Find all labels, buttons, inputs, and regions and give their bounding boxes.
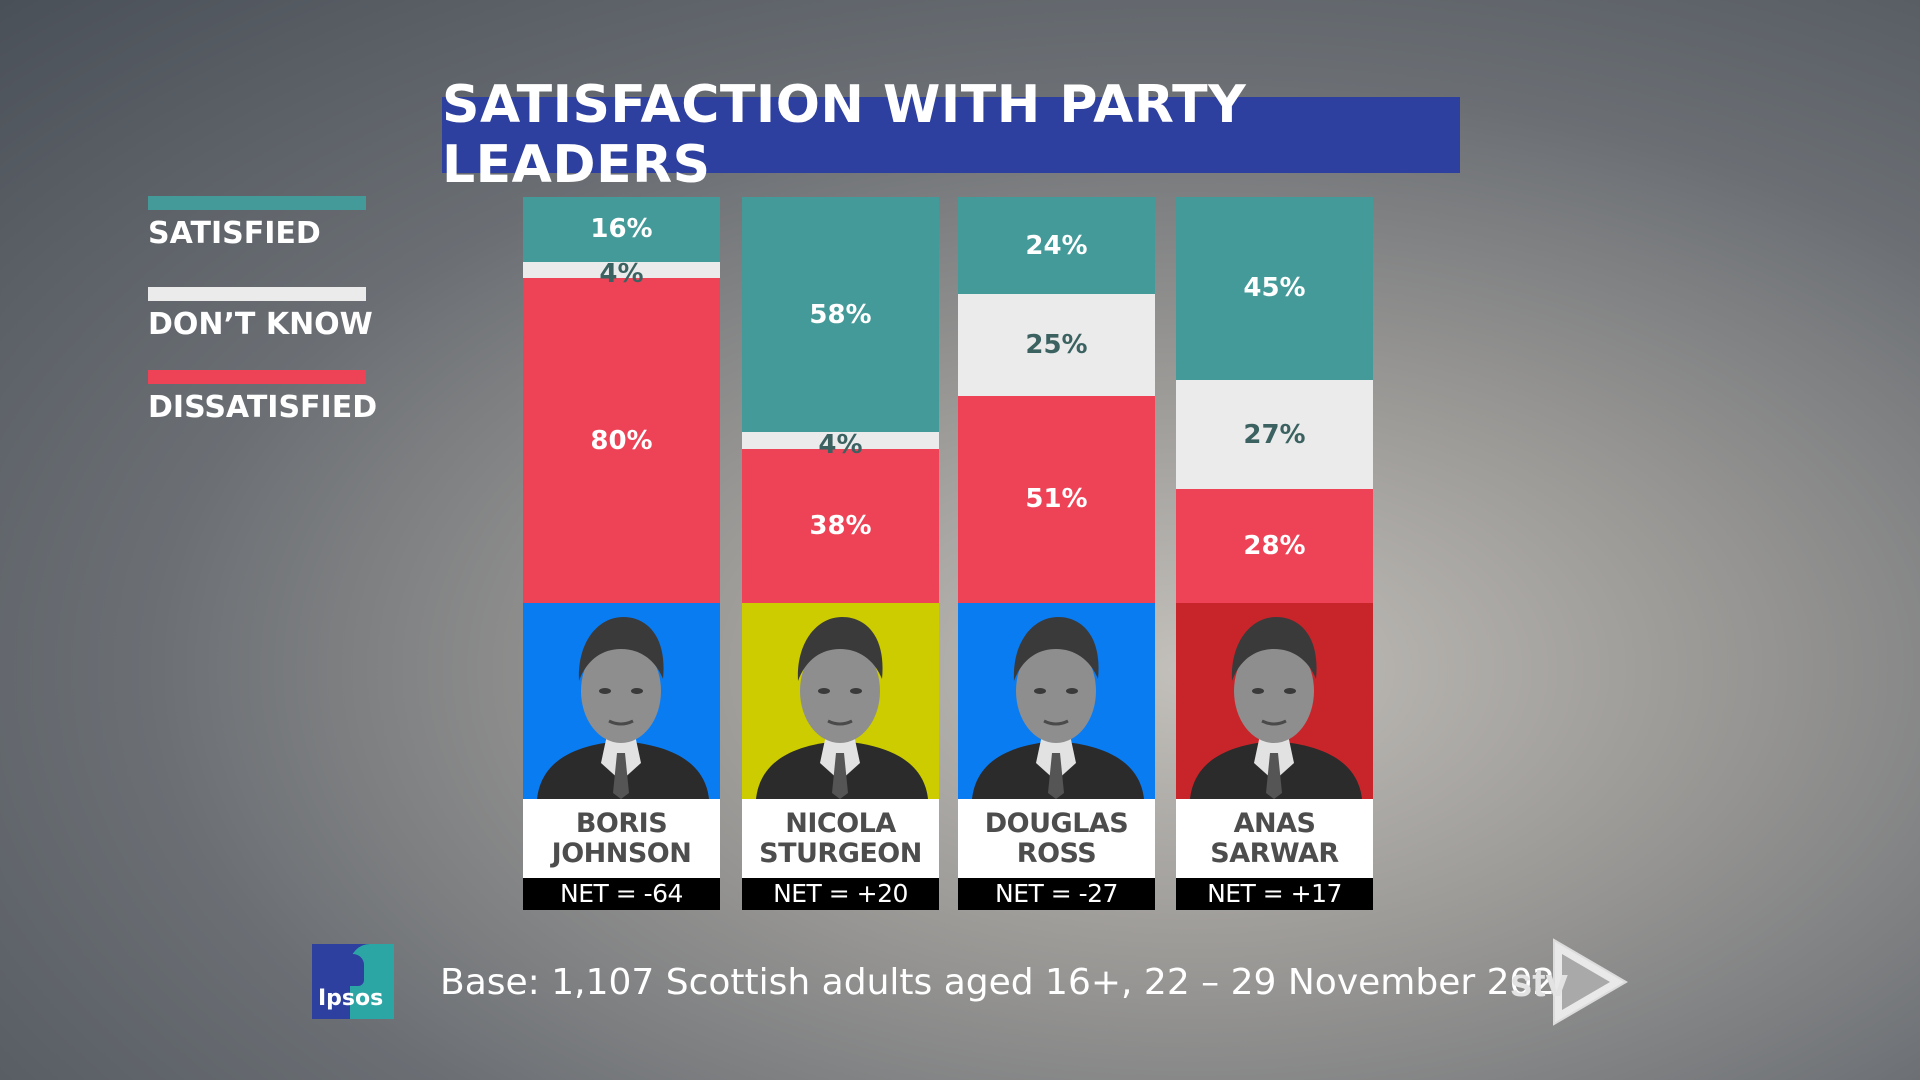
bar-segment-dont-know (958, 294, 1155, 396)
bar-segment-dissatisfied (1176, 489, 1373, 603)
leader-first-name: NICOLA (785, 807, 896, 839)
leader-name-box: NICOLA STURGEON (742, 799, 939, 878)
stv-logo: STV (1510, 938, 1628, 1026)
bar-segment-dissatisfied (958, 395, 1155, 603)
bar-segment-dissatisfied (523, 278, 720, 603)
data-label: 51% (1025, 484, 1088, 515)
portrait-silhouette (1190, 617, 1362, 799)
legend-swatch-dissatisfied (148, 370, 366, 384)
portrait-silhouette (756, 617, 928, 799)
photo-douglas-ross (958, 603, 1155, 799)
bar-segment-satisfied (742, 197, 939, 433)
legend-item-dissatisfied: DISSATISFIED (148, 370, 378, 425)
base-footnote: Base: 1,107 Scottish adults aged 16+, 22… (440, 962, 1579, 1003)
legend-label-dissatisfied: DISSATISFIED (148, 390, 378, 425)
photo-anas-sarwar (1176, 603, 1373, 799)
data-label: 4% (818, 429, 863, 460)
legend-item-dont-know: DON’T KNOW (148, 287, 373, 342)
leader-column: 58% 4% 38% NICOLA STURGEON NET = +20 (742, 197, 939, 910)
data-label: 45% (1243, 273, 1306, 304)
bar-segment-dont-know (1176, 379, 1373, 490)
net-score: NET = +20 (742, 878, 939, 910)
stacked-bar: 45% 27% 28% (1176, 197, 1373, 603)
data-label: 38% (809, 510, 872, 541)
data-label: 16% (590, 214, 653, 245)
bar-segment-satisfied (523, 197, 720, 262)
net-score: NET = +17 (1176, 878, 1373, 910)
leader-first-name: ANAS (1233, 807, 1316, 839)
stacked-bar: 58% 4% 38% (742, 197, 939, 603)
data-label: 27% (1243, 419, 1306, 450)
legend-item-satisfied: SATISFIED (148, 196, 366, 251)
photo-boris-johnson (523, 603, 720, 799)
portrait-silhouette (972, 617, 1144, 799)
leader-column: 16% 4% 80% BORIS JOHNSON NET = -64 (523, 197, 720, 910)
net-score: NET = -27 (958, 878, 1155, 910)
bar-segment-dont-know (523, 261, 720, 279)
leader-column: 24% 25% 51% DOUGLAS ROSS NET = -27 (958, 197, 1155, 910)
legend-label-satisfied: SATISFIED (148, 216, 321, 251)
stv-logo-text: STV (1510, 961, 1569, 1005)
leader-last-name: SARWAR (1210, 837, 1339, 869)
leader-last-name: STURGEON (759, 837, 922, 869)
leader-first-name: DOUGLAS (984, 807, 1129, 839)
bar-segment-dont-know (742, 432, 939, 449)
data-label: 4% (599, 259, 644, 290)
chart-title-box: SATISFACTION WITH PARTY LEADERS (442, 75, 1460, 195)
leader-column: 45% 27% 28% ANAS SARWAR NET = +17 (1176, 197, 1373, 910)
data-label: 58% (809, 299, 872, 330)
ipsos-logo: Ipsos (312, 944, 394, 1019)
leader-last-name: JOHNSON (551, 837, 692, 869)
net-score: NET = -64 (523, 878, 720, 910)
ipsos-logo-text: Ipsos (318, 986, 384, 1011)
leader-name-box: DOUGLAS ROSS (958, 799, 1155, 878)
data-label: 25% (1025, 330, 1088, 361)
bar-segment-satisfied (1176, 197, 1373, 380)
legend-swatch-dont-know (148, 287, 366, 301)
legend-swatch-satisfied (148, 196, 366, 210)
photo-nicola-sturgeon (742, 603, 939, 799)
bar-segment-dissatisfied (742, 448, 939, 603)
leader-last-name: ROSS (1016, 837, 1097, 869)
ipsos-head-icon (342, 954, 364, 986)
data-label: 28% (1243, 531, 1306, 562)
leader-name-box: ANAS SARWAR (1176, 799, 1373, 878)
stacked-bar: 16% 4% 80% (523, 197, 720, 603)
leader-first-name: BORIS (575, 807, 668, 839)
stacked-bar: 24% 25% 51% (958, 197, 1155, 603)
chart-title: SATISFACTION WITH PARTY LEADERS (442, 75, 1247, 195)
leader-name-box: BORIS JOHNSON (523, 799, 720, 878)
data-label: 24% (1025, 230, 1088, 261)
data-label: 80% (590, 425, 653, 456)
portrait-silhouette (537, 617, 709, 799)
legend-label-dont-know: DON’T KNOW (148, 307, 373, 342)
bar-segment-satisfied (958, 197, 1155, 295)
